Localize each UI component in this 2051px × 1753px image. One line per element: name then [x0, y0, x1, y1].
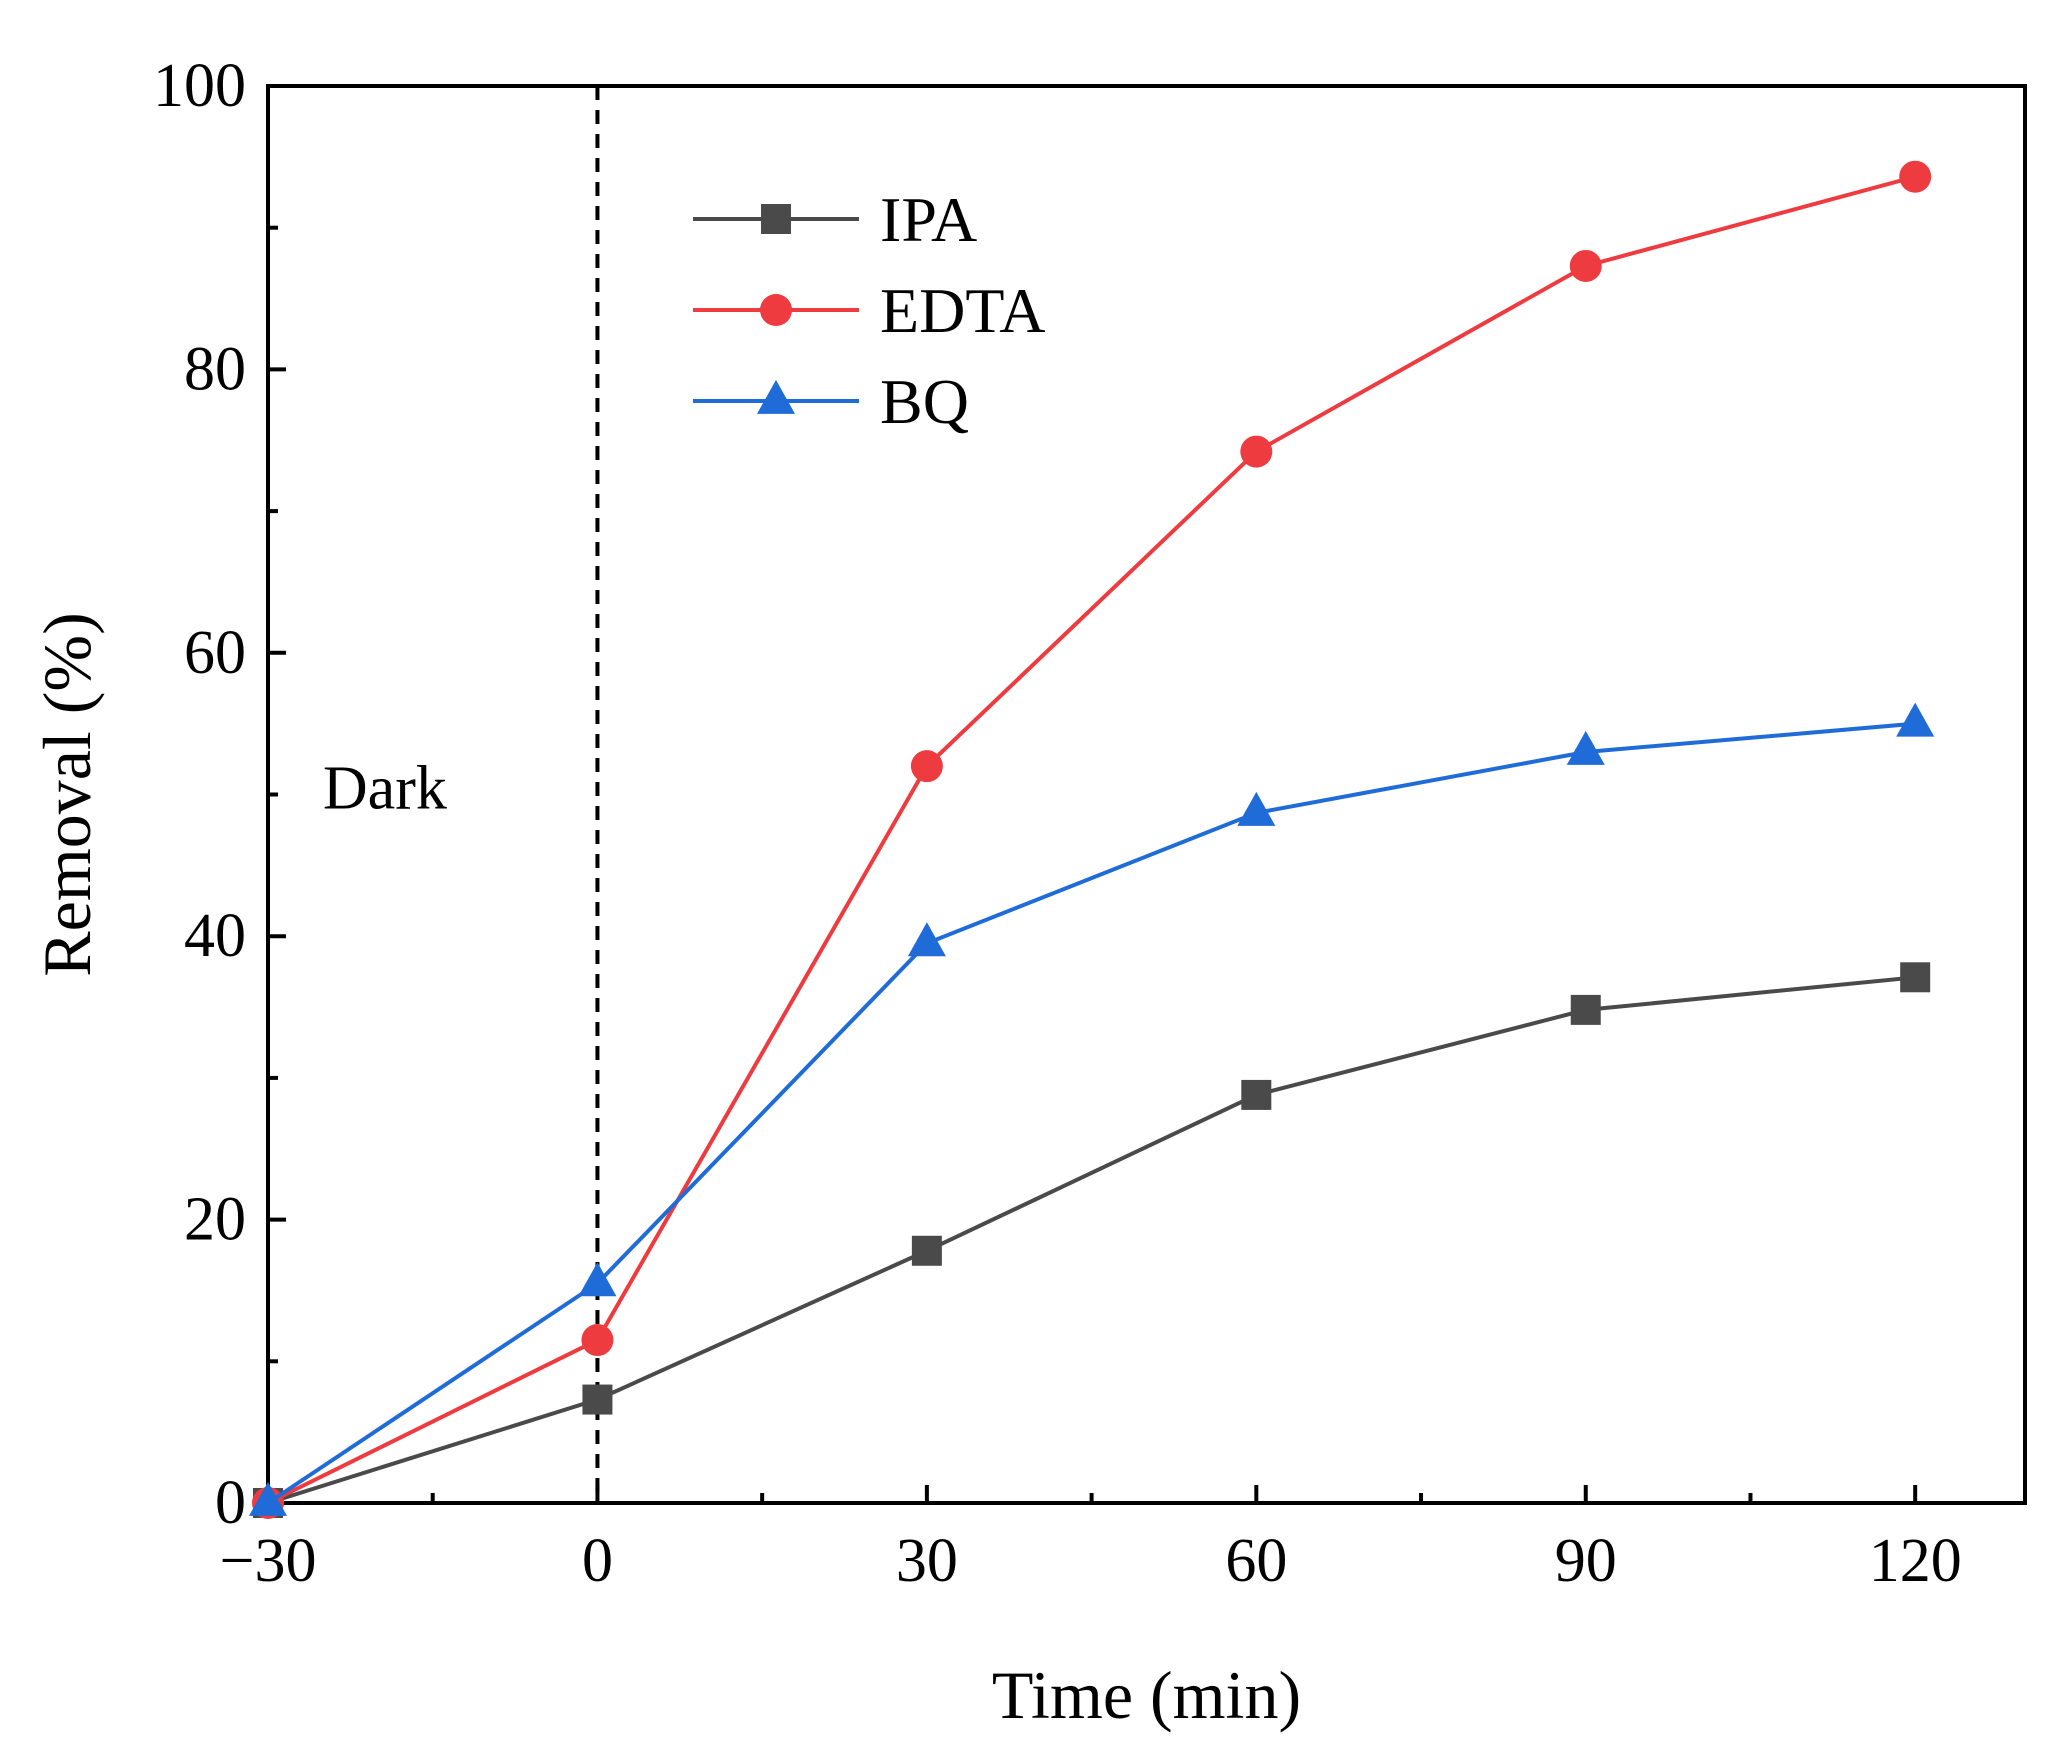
series-edta — [252, 160, 1932, 1519]
data-point-ipa — [911, 1235, 942, 1266]
x-tick-label: 30 — [896, 1527, 958, 1595]
series-group — [249, 160, 1935, 1519]
y-tick-label: 0 — [215, 1469, 246, 1537]
data-point-edta — [1569, 249, 1602, 282]
legend-item-edta: EDTA — [693, 275, 1046, 346]
data-point-ipa — [582, 1384, 613, 1415]
y-axis-title: Removal (%) — [29, 612, 105, 976]
data-point-ipa — [1241, 1079, 1272, 1110]
series-line-edta — [267, 174, 1916, 1505]
data-point-ipa — [1900, 962, 1931, 993]
y-tick-label: 100 — [153, 52, 246, 120]
data-point-bq — [1896, 702, 1935, 737]
axis-titles-group: Time (min) Removal (%) — [29, 612, 1301, 1733]
y-tick-label: 40 — [184, 902, 246, 970]
data-point-bq — [578, 1262, 617, 1297]
x-tick-label: 90 — [1555, 1527, 1617, 1595]
data-point-edta — [910, 750, 943, 783]
legend-marker-bq — [757, 379, 795, 414]
legend-label-edta: EDTA — [880, 275, 1046, 346]
data-point-edta — [1899, 160, 1932, 193]
x-axis-title: Time (min) — [992, 1657, 1301, 1733]
x-tick-label: 120 — [1869, 1527, 1962, 1595]
series-bq — [249, 702, 1935, 1516]
plot-frame — [266, 84, 2027, 1505]
data-point-ipa — [1570, 994, 1601, 1025]
annotations-group: Dark — [323, 755, 447, 823]
x-tick-label: 0 — [582, 1527, 613, 1595]
legend-item-bq: BQ — [693, 366, 969, 437]
legend-label-ipa: IPA — [880, 184, 977, 255]
data-point-bq — [1237, 791, 1276, 826]
data-point-bq — [1566, 730, 1605, 765]
legend-marker-ipa — [761, 204, 791, 234]
data-point-bq — [907, 922, 946, 957]
legend-marker-edta — [760, 294, 792, 326]
legend-label-bq: BQ — [880, 366, 969, 437]
y-tick-label: 60 — [184, 619, 246, 687]
legend-item-ipa: IPA — [693, 184, 977, 255]
y-tick-label: 20 — [184, 1186, 246, 1254]
y-tick-label: 80 — [184, 335, 246, 403]
series-ipa — [253, 962, 1931, 1518]
x-tick-label: 60 — [1225, 1527, 1287, 1595]
series-line-bq — [266, 721, 1916, 1505]
x-tick-label: −30 — [220, 1527, 317, 1595]
data-point-edta — [581, 1324, 614, 1357]
series-line-ipa — [267, 975, 1916, 1505]
legend: IPA EDTA BQ — [693, 184, 1046, 437]
data-point-edta — [1240, 435, 1273, 468]
annotation-label: Dark — [323, 755, 447, 823]
data-point-bq — [249, 1481, 287, 1516]
